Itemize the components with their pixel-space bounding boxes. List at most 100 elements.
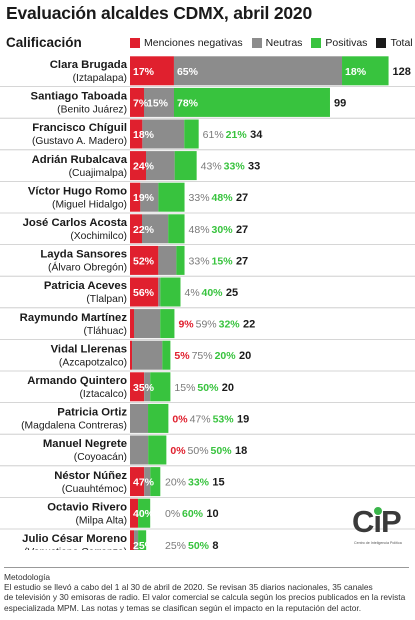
data-label-neutras: 43% [201, 161, 222, 173]
notes-heading: Metodología [4, 572, 51, 582]
bar-positivas [158, 182, 185, 212]
bar-negativas [130, 214, 142, 244]
data-label-total: 18 [235, 445, 247, 457]
bar-negativas [130, 56, 174, 86]
data-label-positivas: 53% [213, 413, 235, 425]
legend-item-total: Total [376, 37, 413, 49]
data-label-negativas: 18% [133, 129, 155, 141]
data-label-total: 27 [236, 224, 248, 236]
bar-negativas [130, 245, 159, 275]
bar-neutras [130, 435, 149, 465]
label-column-bg [0, 55, 130, 550]
legend-swatch-positivas [311, 38, 322, 48]
data-label-neutras: 15% [147, 97, 169, 109]
data-label-positivas: 60% [182, 508, 204, 520]
data-label-neutras: 25% [165, 540, 186, 550]
data-label-negativas: 9% [178, 319, 194, 331]
bar-positivas [138, 530, 147, 550]
data-label-positivas: 50% [197, 382, 219, 394]
bar-positivas [150, 467, 161, 497]
data-label-neutras: 48% [189, 224, 210, 236]
data-label-total: 27 [236, 255, 248, 267]
candidate-borough: (Tlalpan) [86, 294, 127, 305]
data-label-positivas: 30% [212, 224, 234, 236]
data-label-neutras: 59% [196, 319, 217, 331]
bar-neutras [134, 530, 139, 550]
data-label-neutras: 65% [177, 66, 199, 78]
data-label-negativas: 5% [174, 350, 190, 362]
data-label-total: 128 [393, 66, 411, 78]
chart-subtitle: Calificación [6, 35, 82, 50]
data-label-negativas: 56% [133, 287, 155, 299]
bar-neutras [144, 372, 151, 402]
data-label-positivas: 78% [177, 97, 199, 109]
bar-positivas [173, 87, 330, 117]
legend-item-neutras: Neutras [251, 37, 303, 49]
data-label-negativas: 22% [133, 224, 155, 236]
candidate-name: Manuel Negrete [43, 438, 127, 450]
legend-swatch-total [376, 38, 387, 48]
data-label-positivas: 50% [211, 445, 233, 457]
bar-neutras [173, 56, 343, 86]
bar-negativas [130, 277, 159, 307]
data-label-total: 19 [237, 413, 249, 425]
notes-line-1: El estudio se llevó a cabo del 1 al 30 d… [4, 582, 373, 593]
bar-positivas [148, 403, 169, 433]
bar-positivas [150, 372, 171, 402]
data-label-total: 34 [250, 129, 263, 141]
bar-neutras [141, 214, 169, 244]
data-label-positivas: 18% [345, 66, 367, 78]
bar-negativas [130, 309, 134, 339]
data-label-positivas: 33% [224, 161, 246, 173]
bar-positivas [148, 435, 167, 465]
candidate-borough: (Tláhuac) [84, 326, 128, 337]
data-label-negativas: 25% [133, 540, 155, 550]
data-label-positivas: 40% [202, 287, 224, 299]
data-label-positivas: 15% [212, 255, 234, 267]
candidate-name: Layda Sansores [40, 249, 127, 261]
candidate-name: Vidal Llerenas [51, 343, 127, 355]
bar-positivas [184, 119, 199, 149]
candidate-borough: (Iztapalapa) [73, 73, 127, 84]
data-label-total: 25 [226, 287, 238, 299]
candidate-borough: (Benito Juárez) [57, 105, 127, 116]
candidate-name: Patricia Aceves [44, 280, 127, 292]
candidate-name: Víctor Hugo Romo [28, 185, 127, 197]
data-label-positivas: 33% [188, 477, 210, 489]
candidate-borough: (Cuauhtémoc) [62, 484, 127, 495]
data-label-negativas: 7% [133, 97, 149, 109]
bar-neutras [144, 467, 151, 497]
bar-negativas [130, 87, 144, 117]
stacked-bar-chart: Clara Brugada (Iztapalapa) 17% 65% 18% 128 San… [0, 55, 415, 550]
bar-negativas [130, 182, 141, 212]
data-label-negativas: 24% [133, 161, 155, 173]
bar-neutras [130, 403, 149, 433]
data-label-negativas: 35% [133, 382, 155, 394]
data-label-neutras: 0% [165, 508, 180, 520]
bar-positivas [138, 498, 151, 528]
candidate-name: José Carlos Acosta [23, 217, 128, 229]
legend-label-neutras: Neutras [265, 37, 303, 49]
data-label-positivas: 50% [188, 540, 210, 550]
candidate-name: Patricia Ortiz [57, 407, 127, 419]
candidate-borough: (Azcapotzalco) [59, 357, 127, 368]
data-label-total: 15 [212, 477, 224, 489]
logo-subtext: Centro de Inteligencia Política [354, 541, 402, 545]
bar-positivas [176, 245, 185, 275]
data-label-total: 27 [236, 192, 248, 204]
data-label-total: 99 [334, 97, 346, 109]
data-label-neutras: 33% [189, 255, 210, 267]
candidate-name: Octavio Rivero [47, 501, 127, 513]
data-label-negativas: 19% [133, 192, 155, 204]
candidate-name: Raymundo Martínez [20, 312, 128, 324]
bar-positivas [160, 277, 181, 307]
bar-negativas [130, 498, 139, 528]
data-label-neutras: 61% [203, 129, 224, 141]
data-label-total: 8 [212, 540, 218, 550]
data-label-negativas: 0% [170, 445, 186, 457]
data-label-neutras: 50% [188, 445, 209, 457]
data-label-neutras: 15% [174, 382, 195, 394]
data-label-negativas: 52% [133, 255, 155, 267]
candidate-name: Julio César Moreno [22, 533, 127, 545]
bar-positivas [174, 151, 197, 181]
